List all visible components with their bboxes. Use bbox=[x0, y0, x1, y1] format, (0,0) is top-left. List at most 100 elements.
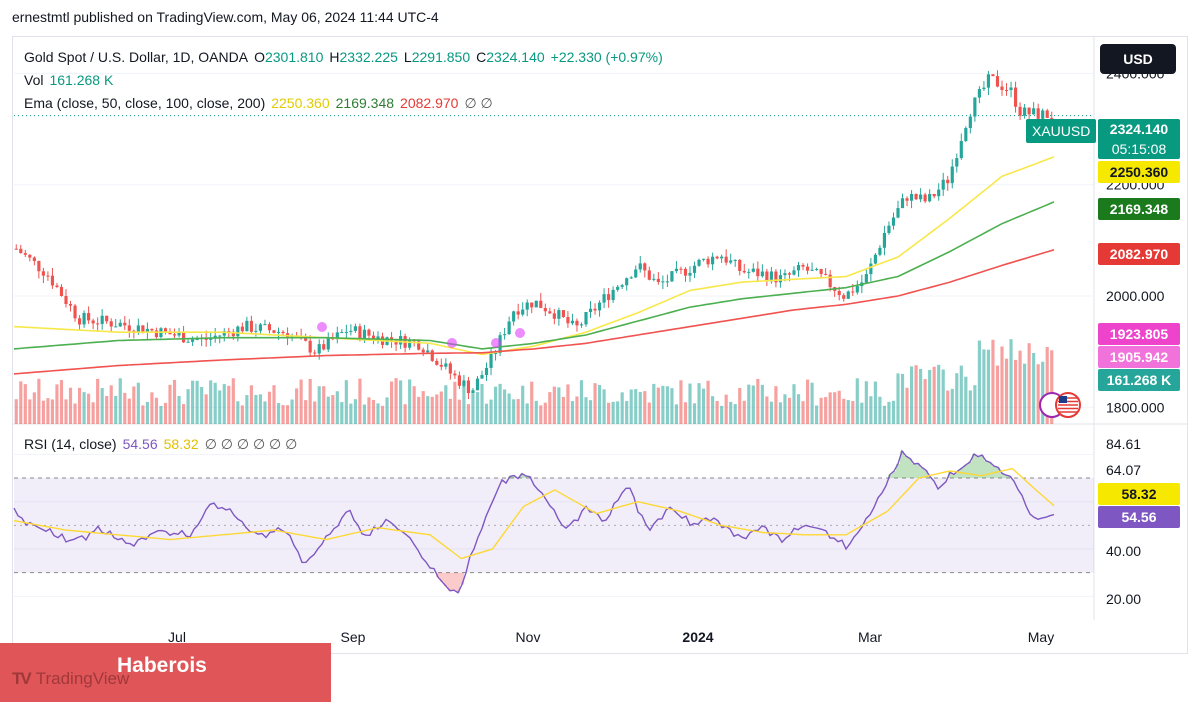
volume-bar bbox=[643, 391, 647, 424]
volume-bar bbox=[489, 399, 493, 424]
volume-bar bbox=[629, 389, 633, 424]
volume-bar bbox=[231, 378, 235, 424]
candle bbox=[245, 320, 249, 332]
candle bbox=[313, 352, 317, 354]
volume-bar bbox=[670, 388, 674, 424]
volume-bar bbox=[525, 403, 529, 424]
candle bbox=[937, 189, 941, 197]
volume-bar bbox=[349, 403, 353, 424]
ema100-line bbox=[13, 201, 1055, 350]
candle bbox=[105, 315, 109, 322]
volume-bar bbox=[263, 401, 267, 424]
candle bbox=[181, 332, 186, 343]
volume-bar bbox=[756, 378, 760, 424]
volume-bar bbox=[964, 376, 968, 424]
legend-vol-label[interactable]: Vol bbox=[24, 72, 44, 88]
volume-bar bbox=[665, 386, 669, 424]
volume-bar bbox=[905, 387, 909, 424]
candle bbox=[968, 116, 972, 128]
candle bbox=[145, 328, 149, 333]
volume-bar bbox=[1027, 343, 1031, 424]
candle bbox=[507, 321, 511, 335]
candle bbox=[638, 263, 642, 270]
candle bbox=[118, 322, 122, 327]
candle bbox=[1036, 108, 1040, 119]
legend-ema-label[interactable]: Ema (close, 50, close, 100, close, 200) bbox=[24, 95, 266, 111]
currency-button[interactable]: USD bbox=[1100, 44, 1176, 74]
candle bbox=[484, 367, 489, 376]
volume-bar bbox=[679, 380, 683, 424]
candle bbox=[82, 312, 86, 325]
volume-bar bbox=[200, 387, 204, 424]
us-flag-canton bbox=[1059, 396, 1067, 403]
volume-bar bbox=[706, 380, 710, 424]
candle bbox=[349, 330, 353, 332]
candle bbox=[570, 320, 575, 324]
candle bbox=[353, 326, 357, 331]
volume-bar bbox=[937, 364, 941, 424]
volume-bar bbox=[932, 366, 936, 424]
volume-bar bbox=[344, 380, 348, 424]
tradingview-logo-text: TradingView bbox=[35, 669, 130, 688]
candle bbox=[68, 303, 73, 306]
volume-bar bbox=[353, 399, 357, 424]
volume-bar bbox=[864, 381, 868, 424]
candle bbox=[941, 179, 945, 190]
candle bbox=[503, 334, 507, 336]
candle bbox=[738, 259, 742, 271]
volume-bar bbox=[163, 402, 168, 424]
legend-open: 2301.810 bbox=[264, 49, 324, 65]
volume-bar bbox=[873, 381, 877, 424]
candle bbox=[376, 336, 380, 340]
volume-bar bbox=[1045, 346, 1049, 424]
volume-bar bbox=[846, 400, 850, 424]
legend-rsi-label[interactable]: RSI (14, close) bbox=[24, 436, 117, 452]
candle bbox=[792, 270, 796, 275]
volume-bar bbox=[923, 379, 927, 424]
rsi-tick-label: 84.61 bbox=[1106, 436, 1141, 452]
volume-bar bbox=[842, 398, 846, 424]
candle bbox=[1009, 87, 1013, 91]
candle bbox=[579, 324, 584, 326]
candle bbox=[448, 363, 452, 374]
candle bbox=[1000, 86, 1004, 91]
volume-bar bbox=[715, 400, 719, 424]
volume-bar bbox=[435, 394, 439, 424]
volume-bar bbox=[801, 401, 805, 424]
volume-bar bbox=[285, 405, 290, 424]
candle bbox=[683, 268, 688, 276]
volume-bar bbox=[308, 378, 312, 424]
volume-bar bbox=[946, 390, 950, 424]
volume-bar bbox=[919, 368, 923, 424]
volume-bar bbox=[23, 384, 27, 424]
candle bbox=[810, 269, 814, 271]
chart-frame bbox=[12, 36, 1188, 654]
candle bbox=[706, 258, 710, 265]
volume-bar bbox=[616, 401, 620, 424]
candle bbox=[869, 263, 873, 275]
volume-bar bbox=[914, 365, 918, 424]
candle bbox=[819, 269, 823, 274]
volume-bar bbox=[376, 403, 380, 424]
volume-bar bbox=[326, 396, 330, 424]
candle bbox=[91, 320, 95, 324]
candle bbox=[720, 256, 724, 259]
volume-bar bbox=[439, 391, 443, 424]
candle bbox=[769, 271, 773, 282]
volume-bar bbox=[1032, 352, 1036, 424]
pink-level-2-tag: 1905.942 bbox=[1098, 346, 1180, 368]
volume-bar bbox=[824, 397, 828, 424]
volume-bar bbox=[792, 384, 796, 424]
volume-bar bbox=[181, 404, 186, 424]
legend-change: +22.330 (+0.97%) bbox=[550, 49, 663, 65]
candle bbox=[408, 340, 412, 348]
tradingview-logo[interactable]: TV TradingView bbox=[12, 669, 130, 688]
volume-bar bbox=[692, 403, 697, 424]
volume-bar bbox=[403, 404, 407, 424]
us-flag-icon bbox=[1055, 392, 1081, 418]
legend-symbol[interactable]: Gold Spot / U.S. Dollar, 1D, OANDA bbox=[24, 49, 249, 65]
volume-bar bbox=[860, 402, 864, 424]
volume-bar bbox=[177, 395, 181, 424]
volume-bar bbox=[977, 340, 981, 424]
